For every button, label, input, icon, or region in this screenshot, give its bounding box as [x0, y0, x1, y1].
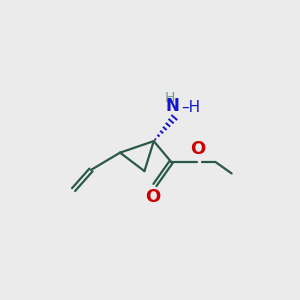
Text: N: N	[165, 97, 179, 115]
Text: O: O	[190, 140, 205, 158]
Text: O: O	[145, 188, 160, 206]
Text: –H: –H	[182, 100, 201, 115]
Text: H: H	[165, 91, 175, 105]
